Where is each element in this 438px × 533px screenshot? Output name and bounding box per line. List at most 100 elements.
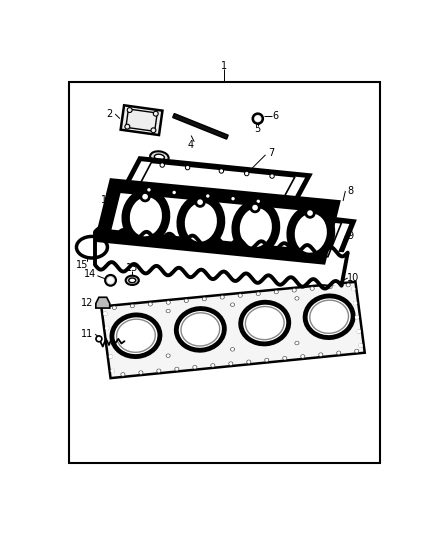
Circle shape xyxy=(257,200,259,203)
Circle shape xyxy=(173,191,175,193)
Ellipse shape xyxy=(290,209,331,257)
Ellipse shape xyxy=(356,316,359,319)
Ellipse shape xyxy=(157,369,161,373)
Ellipse shape xyxy=(232,304,233,305)
Circle shape xyxy=(271,175,273,177)
Circle shape xyxy=(96,336,102,342)
Ellipse shape xyxy=(184,299,188,302)
Ellipse shape xyxy=(347,284,349,286)
Circle shape xyxy=(251,204,259,212)
Circle shape xyxy=(160,163,164,167)
Circle shape xyxy=(127,108,132,112)
Ellipse shape xyxy=(106,326,109,329)
Ellipse shape xyxy=(139,371,143,374)
Ellipse shape xyxy=(185,300,187,302)
Polygon shape xyxy=(95,232,348,286)
Circle shape xyxy=(359,344,362,347)
Ellipse shape xyxy=(236,204,276,252)
Ellipse shape xyxy=(245,306,284,340)
Ellipse shape xyxy=(247,360,251,364)
Ellipse shape xyxy=(266,359,268,361)
Ellipse shape xyxy=(295,342,299,344)
Ellipse shape xyxy=(150,151,169,163)
Ellipse shape xyxy=(276,291,277,293)
Ellipse shape xyxy=(194,366,196,368)
Ellipse shape xyxy=(221,296,223,298)
Ellipse shape xyxy=(296,297,298,299)
Ellipse shape xyxy=(293,289,295,291)
Ellipse shape xyxy=(357,330,360,333)
Ellipse shape xyxy=(166,354,170,357)
Circle shape xyxy=(124,200,134,210)
Circle shape xyxy=(110,356,112,358)
Ellipse shape xyxy=(356,350,358,352)
Text: 5: 5 xyxy=(254,124,261,134)
Circle shape xyxy=(253,114,263,124)
Polygon shape xyxy=(159,201,353,260)
Circle shape xyxy=(356,316,358,319)
Ellipse shape xyxy=(121,373,125,376)
Circle shape xyxy=(125,124,130,129)
Ellipse shape xyxy=(319,353,323,356)
Ellipse shape xyxy=(328,285,332,288)
Ellipse shape xyxy=(166,301,170,304)
Ellipse shape xyxy=(230,363,232,365)
Circle shape xyxy=(255,116,260,121)
Ellipse shape xyxy=(175,367,179,370)
Ellipse shape xyxy=(149,303,151,305)
Ellipse shape xyxy=(110,355,113,358)
Circle shape xyxy=(352,288,355,290)
Circle shape xyxy=(108,278,113,283)
Ellipse shape xyxy=(167,302,169,303)
Polygon shape xyxy=(137,163,295,205)
Ellipse shape xyxy=(265,359,268,361)
Ellipse shape xyxy=(112,315,160,357)
Ellipse shape xyxy=(158,370,160,372)
Text: 17: 17 xyxy=(101,195,113,205)
Circle shape xyxy=(270,174,274,178)
Circle shape xyxy=(128,109,131,111)
Ellipse shape xyxy=(148,303,152,306)
Ellipse shape xyxy=(117,319,155,352)
Ellipse shape xyxy=(167,355,169,357)
Circle shape xyxy=(151,128,156,133)
Text: 10: 10 xyxy=(347,273,359,283)
Circle shape xyxy=(105,275,116,286)
Ellipse shape xyxy=(176,368,178,370)
Circle shape xyxy=(126,203,131,207)
Circle shape xyxy=(256,199,260,203)
Polygon shape xyxy=(96,297,110,308)
Text: 14: 14 xyxy=(84,269,96,279)
Circle shape xyxy=(186,166,190,169)
Ellipse shape xyxy=(220,296,224,299)
Text: 15: 15 xyxy=(76,260,88,270)
Ellipse shape xyxy=(229,362,233,365)
Ellipse shape xyxy=(241,302,289,344)
Ellipse shape xyxy=(140,372,142,373)
Ellipse shape xyxy=(353,302,357,305)
Circle shape xyxy=(126,125,128,128)
Circle shape xyxy=(231,197,235,200)
Text: 6: 6 xyxy=(272,111,279,122)
Ellipse shape xyxy=(248,361,250,362)
Circle shape xyxy=(354,302,357,304)
Ellipse shape xyxy=(167,310,169,312)
Circle shape xyxy=(153,111,158,116)
Text: 3: 3 xyxy=(145,165,151,175)
Text: 1: 1 xyxy=(222,61,227,71)
Text: 13: 13 xyxy=(126,263,138,273)
Circle shape xyxy=(357,330,360,333)
Ellipse shape xyxy=(238,294,242,297)
Ellipse shape xyxy=(111,369,114,373)
Circle shape xyxy=(219,169,223,173)
Ellipse shape xyxy=(239,295,241,296)
Ellipse shape xyxy=(181,313,220,346)
Polygon shape xyxy=(254,252,261,256)
Ellipse shape xyxy=(126,276,139,285)
Ellipse shape xyxy=(359,344,362,347)
Ellipse shape xyxy=(231,303,234,306)
Ellipse shape xyxy=(193,366,197,369)
Ellipse shape xyxy=(113,307,115,309)
Polygon shape xyxy=(200,246,208,249)
Circle shape xyxy=(104,312,107,315)
